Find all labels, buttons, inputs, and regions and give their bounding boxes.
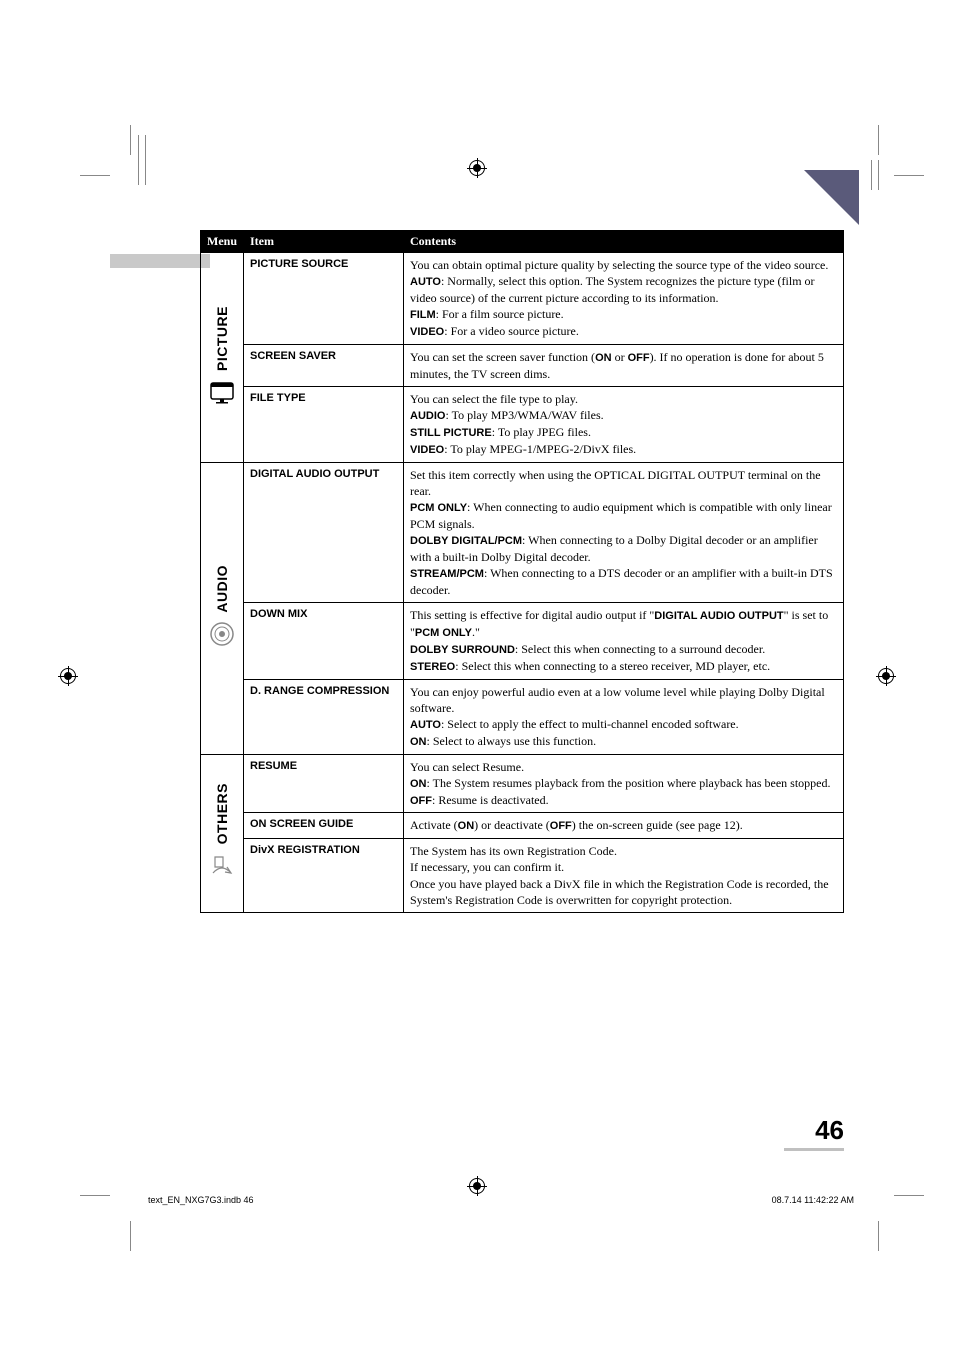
settings-table: Menu Item Contents PICTURE PICTURE SOURC…: [200, 230, 844, 913]
contents-divx-registration: The System has its own Registration Code…: [404, 839, 844, 913]
menu-audio-cell: AUDIO: [201, 462, 244, 754]
menu-picture-cell: PICTURE: [201, 253, 244, 463]
contents-on-screen-guide: Activate (ON) or deactivate (OFF) the on…: [404, 813, 844, 839]
crop-mark: [878, 1221, 879, 1251]
crop-mark: [130, 1221, 131, 1251]
item-file-type: FILE TYPE: [244, 386, 404, 462]
contents-screen-saver: You can set the screen saver function (O…: [404, 344, 844, 386]
item-digital-audio-output: DIGITAL AUDIO OUTPUT: [244, 462, 404, 602]
header-contents: Contents: [404, 231, 844, 253]
menu-picture-label: PICTURE: [213, 306, 232, 371]
contents-d-range-compression: You can enjoy powerful audio even at a l…: [404, 679, 844, 754]
menu-others-label: OTHERS: [213, 783, 232, 844]
item-on-screen-guide: ON SCREEN GUIDE: [244, 813, 404, 839]
menu-audio-label: AUDIO: [213, 565, 232, 613]
registration-mark-icon: [469, 1178, 485, 1194]
page-number-underline: [784, 1148, 844, 1151]
footer-filename: text_EN_NXG7G3.indb 46: [148, 1195, 254, 1205]
crop-mark: [80, 1195, 110, 1196]
item-d-range-compression: D. RANGE COMPRESSION: [244, 679, 404, 754]
item-resume: RESUME: [244, 754, 404, 813]
header-item: Item: [244, 231, 404, 253]
item-divx-registration: DivX REGISTRATION: [244, 839, 404, 913]
menu-others-cell: OTHERS: [201, 754, 244, 912]
contents-resume: You can select Resume. ON: The System re…: [404, 754, 844, 813]
contents-digital-audio-output: Set this item correctly when using the O…: [404, 462, 844, 602]
contents-down-mix: This setting is effective for digital au…: [404, 603, 844, 679]
crop-mark: [894, 1195, 924, 1196]
others-icon: [209, 853, 235, 879]
page-number: 46: [815, 1115, 844, 1146]
contents-file-type: You can select the file type to play. AU…: [404, 386, 844, 462]
item-picture-source: PICTURE SOURCE: [244, 253, 404, 345]
item-down-mix: DOWN MIX: [244, 603, 404, 679]
audio-icon: [209, 621, 235, 647]
header-menu: Menu: [201, 231, 244, 253]
item-screen-saver: SCREEN SAVER: [244, 344, 404, 386]
footer-timestamp: 08.7.14 11:42:22 AM: [772, 1195, 854, 1205]
picture-icon: [209, 379, 235, 405]
contents-picture-source: You can obtain optimal picture quality b…: [404, 253, 844, 345]
